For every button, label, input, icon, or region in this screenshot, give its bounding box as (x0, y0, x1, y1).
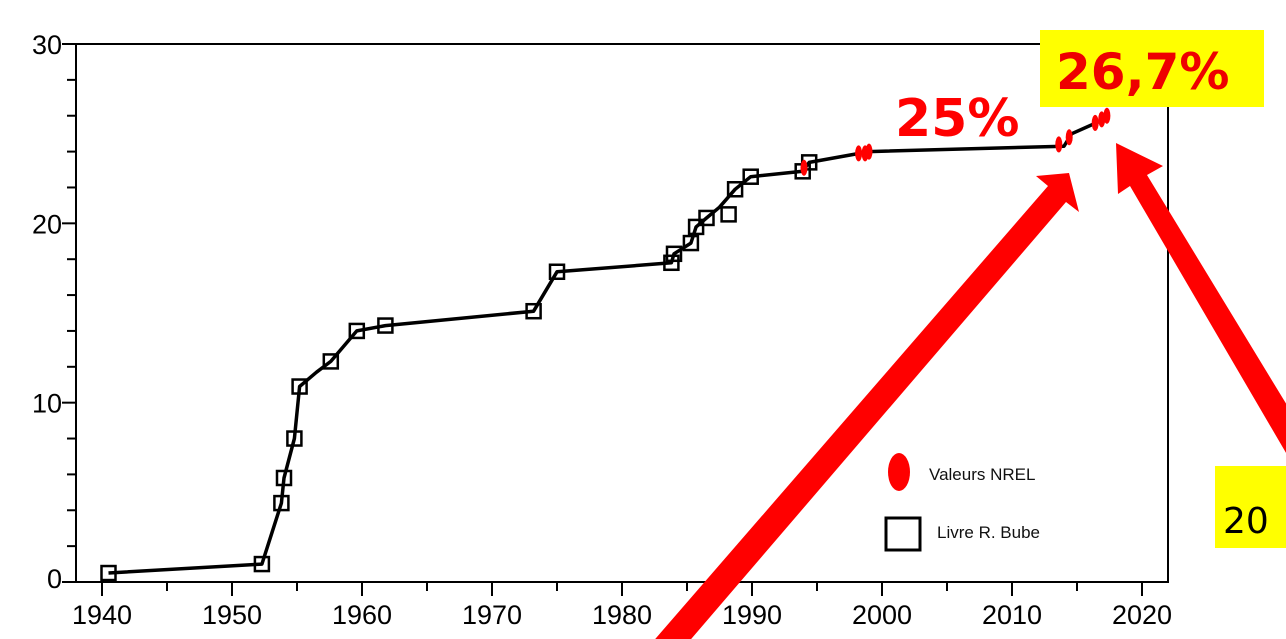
bube-point (720, 206, 737, 223)
x-tick-label: 1940 (72, 600, 132, 630)
annotation-26-7: 26,7% (1056, 43, 1229, 101)
x-tick-label: 1970 (462, 600, 522, 630)
x-tick-label: 2010 (982, 600, 1042, 630)
arrow-26-7 (1116, 143, 1286, 453)
x-tick-label: 2000 (852, 600, 912, 630)
bube-point (377, 317, 394, 334)
y-tick-label: 20 (32, 209, 62, 239)
arrow-25 (655, 173, 1079, 639)
legend-bube-label: Livre R. Bube (937, 523, 1040, 542)
bube-point (682, 234, 700, 252)
x-tick-label: 1960 (332, 600, 392, 630)
bube-point (275, 469, 293, 487)
nrel-point (1103, 107, 1111, 124)
chart-legend: Valeurs NREL Livre R. Bube (884, 453, 1040, 552)
bube-point (322, 353, 340, 370)
bube-point (286, 430, 303, 447)
bube-point (348, 322, 366, 340)
bube-point (548, 263, 566, 281)
bube-marker-layer (100, 154, 818, 582)
bube-point (253, 555, 271, 573)
nrel-point (800, 159, 808, 176)
bube-point (742, 168, 759, 185)
nrel-point (865, 143, 873, 160)
y-tick-label: 10 (32, 389, 62, 419)
bube-point (687, 218, 705, 236)
legend-nrel-label: Valeurs NREL (929, 465, 1035, 484)
bube-point (665, 245, 683, 263)
bube-point (525, 302, 542, 320)
nrel-point (855, 145, 863, 162)
annotation-25: 25% (895, 89, 1019, 149)
x-tick-label: 1980 (592, 600, 652, 630)
bube-point (100, 564, 117, 582)
bube-point (726, 181, 744, 198)
x-tick-label: 1990 (722, 600, 782, 630)
legend-bube-swatch (884, 516, 922, 552)
trend-line-layer (108, 115, 1109, 575)
x-tick-label: 2020 (1112, 600, 1172, 630)
x-tick-label: 1950 (202, 600, 262, 630)
bube-point (663, 254, 680, 272)
highlight-box-top (1040, 30, 1264, 107)
nrel-point (1065, 129, 1073, 146)
bube-point (291, 378, 308, 395)
annotation-partial: 20 (1223, 501, 1269, 542)
legend-nrel-swatch (888, 453, 910, 491)
nrel-marker-layer (800, 107, 1111, 176)
bube-point (698, 209, 715, 227)
nrel-point (1055, 136, 1063, 153)
y-tick-label: 30 (32, 30, 62, 60)
annotation-layer: 26,7% 25% 20 (655, 30, 1286, 639)
nrel-point (1091, 114, 1099, 131)
chart-axes: 0 10 20 30 1940 1950 1960 1970 1980 1990 2000 2010 2… (32, 30, 1172, 630)
y-tick-label: 0 (47, 564, 62, 594)
highlight-box-partial (1215, 466, 1286, 548)
trend-line (108, 115, 1109, 575)
bube-point (273, 494, 290, 512)
